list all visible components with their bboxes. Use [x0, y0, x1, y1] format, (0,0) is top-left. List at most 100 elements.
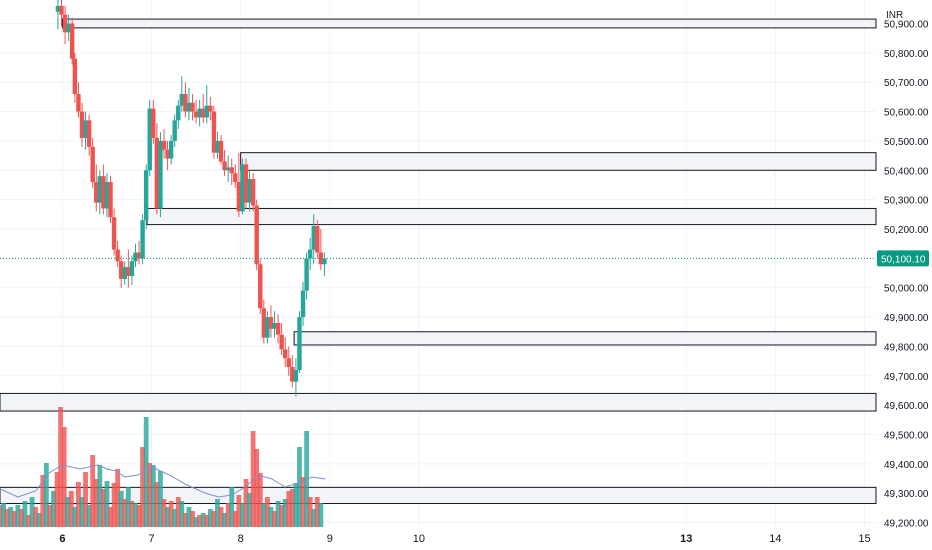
candle-body	[97, 176, 103, 203]
volume-bar	[293, 483, 299, 527]
candle-body	[62, 14, 68, 33]
volume-bar	[115, 469, 121, 527]
y-tick-label: 50,200.00	[884, 225, 929, 236]
volume-bar	[207, 509, 213, 527]
volume-bar	[97, 465, 103, 527]
candle-body	[111, 217, 117, 250]
candle-body	[186, 102, 192, 112]
volume-bar	[218, 507, 224, 527]
y-tick-label: 49,300.00	[884, 489, 929, 500]
candle-body	[322, 258, 327, 265]
volume-bar	[222, 513, 228, 527]
y-tick-label: 50,700.00	[884, 78, 929, 89]
zone-rect	[240, 152, 877, 171]
volume-bar	[314, 497, 320, 527]
y-tick-label: 50,400.00	[884, 166, 929, 177]
volume-bar	[150, 465, 156, 527]
volume-bar	[197, 515, 203, 527]
x-tick-label: 7	[148, 533, 154, 545]
candle-body	[151, 108, 156, 138]
candle-body	[293, 369, 299, 382]
candle-body	[101, 176, 106, 209]
candle-body	[79, 111, 85, 138]
volume-bar	[168, 501, 174, 527]
volume-bar	[286, 491, 292, 527]
candle-body	[108, 182, 113, 218]
candle-body	[307, 249, 313, 259]
volume-bar	[54, 472, 60, 527]
candle-body	[66, 23, 71, 33]
last-price-label: 50,100.10	[881, 254, 926, 265]
candle-body	[243, 164, 249, 203]
candle-body	[204, 105, 209, 118]
volume-bar	[58, 407, 64, 527]
candle-body	[86, 120, 92, 147]
candle-body	[126, 267, 131, 276]
volume-bar	[79, 497, 85, 527]
candle-body	[133, 252, 138, 262]
volume-bars	[0, 407, 326, 527]
volume-bar	[104, 481, 110, 527]
x-tick-label: 10	[413, 533, 425, 545]
candle-body	[122, 267, 127, 279]
candle-body	[233, 173, 238, 183]
volume-bar	[272, 511, 277, 527]
volume-bar	[311, 509, 317, 527]
candle-body	[115, 249, 120, 262]
volume-bar	[250, 431, 256, 527]
candle-body	[208, 105, 213, 112]
volume-bar	[1, 503, 6, 527]
volume-bar	[300, 477, 306, 527]
candle-body	[143, 170, 149, 221]
volume-bar	[190, 511, 195, 527]
zones	[0, 18, 877, 505]
volume-bar	[247, 493, 252, 527]
candle-body	[286, 358, 291, 367]
volume-bar	[111, 483, 117, 527]
volume-bar	[61, 427, 67, 527]
candle-body	[258, 264, 263, 309]
candle-body	[147, 108, 152, 171]
volume-bar	[33, 507, 39, 527]
volume-bar	[108, 507, 113, 527]
volume-bar	[140, 447, 146, 527]
volume-bar	[297, 447, 302, 527]
y-tick-label: 50,900.00	[884, 19, 929, 30]
y-tick-label: 49,800.00	[884, 342, 929, 353]
volume-bar	[232, 511, 238, 527]
volume-bar	[165, 507, 170, 527]
candle-body	[261, 308, 267, 338]
volume-bar	[26, 515, 31, 527]
candle-body	[172, 120, 177, 141]
volume-bar	[47, 505, 53, 527]
volume-bar	[8, 507, 14, 527]
volume-bar	[175, 497, 181, 527]
volume-bar	[133, 503, 138, 527]
volume-bar	[289, 489, 295, 527]
candle-body	[268, 317, 274, 329]
volume-bar	[76, 482, 81, 527]
volume-bar	[129, 501, 135, 527]
candle-body	[72, 58, 78, 94]
volume-bar	[229, 487, 235, 527]
volume-bar	[172, 509, 178, 527]
volume-bar	[18, 509, 24, 527]
volume-bar	[136, 505, 142, 527]
x-tick-label: 13	[680, 533, 692, 545]
axes: 50,900.00 50,800.00 50,700.00 50,600.00 50,5…	[59, 10, 929, 545]
candle-body	[300, 290, 306, 318]
volume-bar	[83, 472, 88, 527]
candle-body	[272, 322, 277, 329]
y-tick-label: 50,500.00	[884, 137, 929, 148]
volume-bar	[282, 499, 288, 527]
volume-bar	[161, 499, 167, 527]
volume-bar	[40, 475, 46, 527]
y-tick-label: 49,500.00	[884, 431, 929, 442]
candle-body	[279, 334, 284, 350]
y-tick-label: 50,000.00	[884, 284, 929, 295]
candle-body	[76, 93, 81, 112]
x-tick-label: 6	[59, 533, 65, 545]
volume-bar	[29, 497, 35, 527]
